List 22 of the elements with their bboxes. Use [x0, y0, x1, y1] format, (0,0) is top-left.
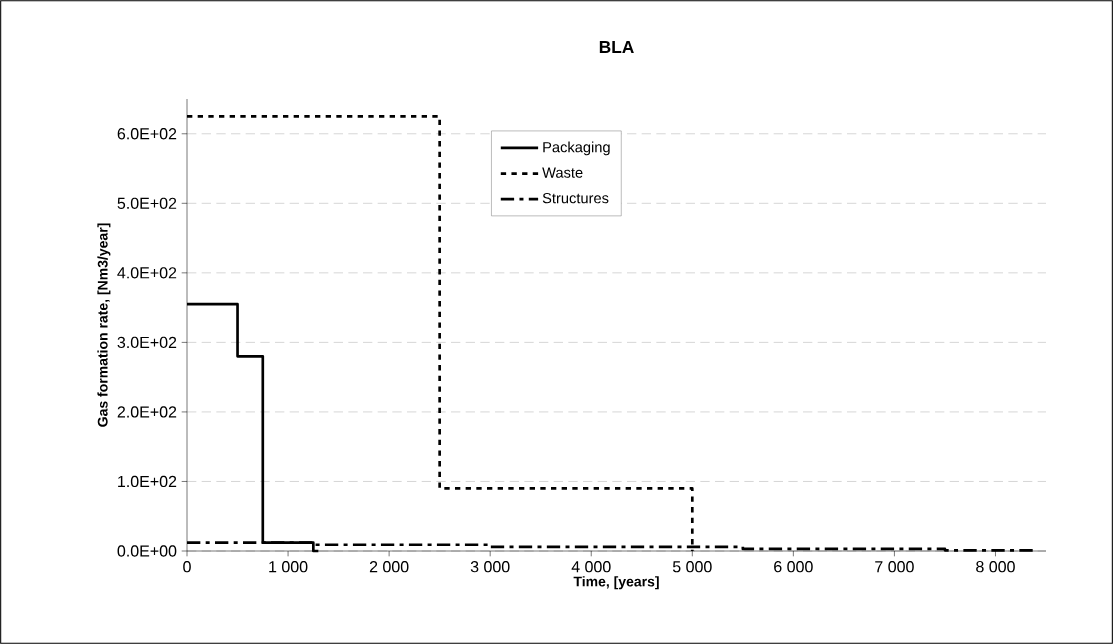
y-tick-label: 2.0E+02 — [117, 406, 177, 418]
y-tick-label: 4.0E+02 — [117, 267, 177, 279]
x-tick-label: 1 000 — [269, 561, 308, 573]
x-axis-title: Time, [years] — [573, 576, 659, 590]
legend-label: Packaging — [543, 141, 610, 156]
x-tick-label: 0 — [183, 561, 191, 573]
legend-label: Structures — [542, 192, 609, 204]
legend-label: Waste — [542, 167, 583, 178]
x-tick-label: 2 000 — [369, 561, 409, 573]
x-tick-label: 5 000 — [672, 561, 712, 573]
y-axis-title: Gas formation rate, [Nm3/year] — [97, 223, 111, 427]
chart-title: BLA — [599, 41, 634, 53]
y-tick-label: 0.0E+00 — [117, 545, 177, 557]
x-tick-label: 8 000 — [976, 561, 1015, 573]
x-tick-label: 3 000 — [470, 561, 510, 573]
y-tick-label: 1.0E+02 — [118, 475, 177, 488]
y-tick-label: 6.0E+02 — [117, 128, 177, 140]
x-tick-label: 7 000 — [875, 561, 914, 573]
y-tick-label: 3.0E+02 — [117, 336, 177, 349]
x-tick-label: 4 000 — [571, 561, 611, 573]
x-tick-label: 6 000 — [774, 561, 813, 573]
y-tick-label: 5.0E+02 — [117, 197, 177, 209]
